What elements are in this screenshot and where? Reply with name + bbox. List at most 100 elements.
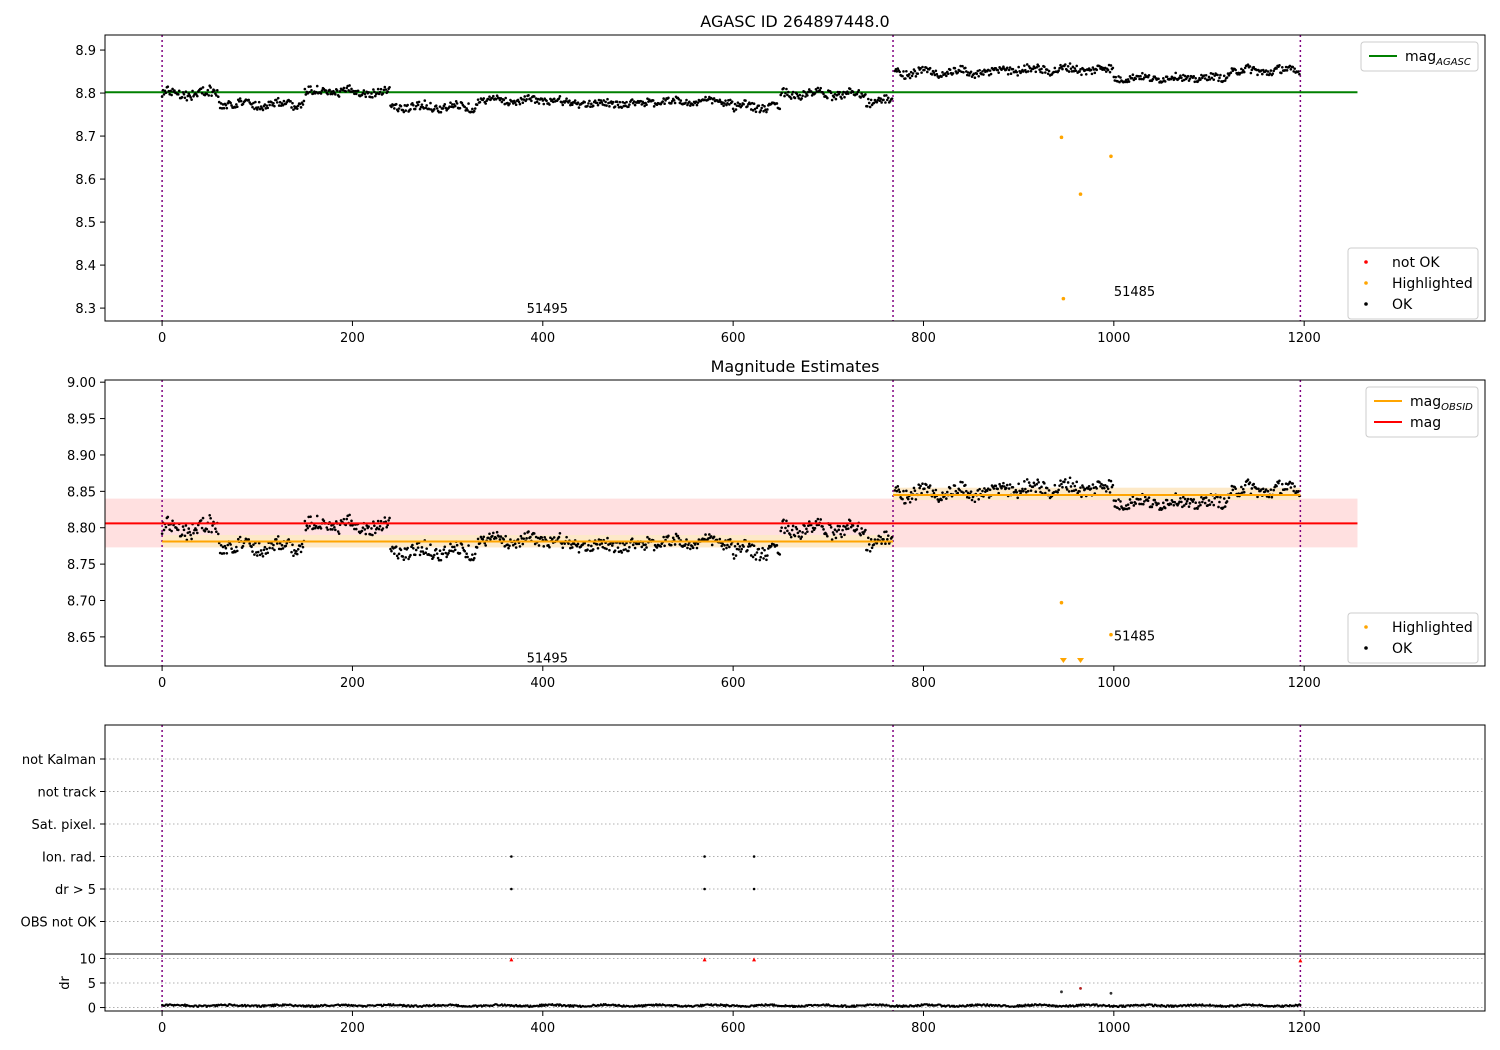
ok-point-1188	[1293, 485, 1296, 488]
dr-tick-label-1: 5	[88, 977, 96, 992]
ok-point-669	[797, 96, 801, 100]
ok-point-947	[1063, 63, 1067, 66]
ok-point-174	[326, 92, 330, 96]
ok-point-636	[766, 108, 769, 111]
ok-point-854	[975, 72, 979, 76]
ok-point-1184	[1289, 67, 1293, 71]
ok-point-1028	[1141, 71, 1144, 75]
ok-point-796	[920, 491, 923, 495]
ok-point-706	[832, 533, 836, 536]
ok-point-96	[252, 101, 255, 105]
ok-point-301	[447, 551, 450, 555]
ok-point-451	[590, 544, 593, 548]
ok-point-478	[615, 100, 619, 104]
ok-point-550	[684, 543, 687, 546]
ok-point-381	[523, 95, 527, 98]
ok-point-653	[782, 87, 785, 90]
flag-point-0	[510, 855, 513, 858]
ok-point-1072	[1182, 78, 1186, 82]
y-tick-label-1-5: 8.90	[67, 449, 96, 464]
ok-point-137	[291, 543, 294, 547]
plot-frame-agasc	[104, 34, 1486, 322]
ok-point-383	[525, 98, 528, 101]
ok-point-1069	[1180, 500, 1183, 504]
ok-point-886	[1005, 483, 1009, 487]
ok-point-856	[977, 497, 980, 501]
ok-point-1030	[1142, 500, 1146, 503]
ok-point-577	[709, 535, 713, 538]
ok-point-352	[495, 530, 499, 534]
dr-ok-point-565	[698, 1005, 701, 1008]
ok-point-347	[491, 534, 494, 538]
ok-point-194	[345, 517, 349, 521]
legend-status-swatch-1	[1364, 281, 1368, 285]
ok-point-100	[255, 108, 259, 111]
ok-point-903	[1022, 70, 1025, 73]
ok-point-351	[494, 97, 498, 101]
ok-point-748	[872, 543, 876, 546]
ok-point-832	[954, 489, 958, 493]
ok-point-658	[787, 90, 790, 94]
highlighted-point-1	[1109, 632, 1113, 637]
ok-point-1070	[1181, 505, 1184, 509]
ok-point-412	[552, 536, 556, 539]
ok-point-1180	[1285, 69, 1289, 72]
ok-point-834	[956, 491, 960, 495]
ok-point-95	[251, 105, 254, 109]
ok-point-501	[637, 542, 641, 546]
ok-point-1005	[1119, 76, 1122, 79]
ok-point-558	[691, 103, 695, 107]
ok-point-591	[723, 544, 726, 547]
ok-point-182	[334, 528, 337, 532]
ok-point-141	[294, 549, 298, 553]
ok-point-1081	[1191, 500, 1195, 503]
ok-point-1115	[1223, 505, 1227, 508]
ok-point-52	[210, 530, 213, 534]
ok-point-732	[857, 88, 861, 92]
ok-point-1000	[1114, 75, 1118, 79]
y-tick-label-1-1: 8.70	[67, 595, 96, 610]
ok-point-315	[460, 543, 464, 546]
ok-point-691	[818, 88, 822, 92]
ok-point-928	[1045, 68, 1049, 71]
ok-point-1021	[1134, 77, 1138, 81]
ok-point-629	[759, 109, 763, 112]
ok-point-369	[511, 543, 515, 547]
y-tick-label-0-3: 8.6	[75, 173, 96, 188]
ok-point-552	[686, 546, 689, 550]
ok-point-613	[744, 99, 747, 102]
ok-point-1094	[1203, 77, 1207, 80]
ok-point-911	[1029, 489, 1033, 492]
ok-point-479	[616, 103, 620, 107]
ok-point-378	[520, 98, 524, 101]
ok-point-635	[765, 558, 768, 562]
ok-point-453	[591, 548, 595, 551]
ok-point-1117	[1225, 500, 1229, 503]
ok-point-661	[789, 535, 793, 539]
ok-point-904	[1023, 64, 1026, 67]
ok-point-331	[475, 546, 479, 549]
ok-point-906	[1024, 490, 1028, 494]
ok-point-797	[921, 482, 924, 485]
ok-point-897	[1016, 496, 1020, 500]
ok-point-660	[788, 533, 792, 536]
ok-point-147	[300, 542, 304, 546]
ok-point-880	[1000, 486, 1003, 490]
ok-point-148	[301, 103, 305, 106]
ok-point-1107	[1216, 73, 1219, 77]
ok-point-769	[894, 486, 898, 489]
ok-point-204	[354, 92, 358, 96]
ok-point-974	[1089, 487, 1093, 490]
ok-point-291	[437, 110, 441, 114]
legend-agasc	[1360, 41, 1479, 72]
ok-point-1171	[1277, 481, 1280, 485]
ok-point-155	[308, 524, 311, 528]
ok-point-958	[1074, 488, 1078, 492]
ok-point-712	[838, 524, 842, 528]
ok-point-202	[353, 527, 356, 531]
ok-point-714	[840, 535, 843, 539]
panel-flags: not Kalman not track Sat. pixel. Ion. rad. d…	[21, 724, 1486, 1036]
ok-point-930	[1047, 489, 1051, 492]
ok-point-856	[977, 74, 980, 78]
ok-point-1139	[1246, 63, 1250, 66]
